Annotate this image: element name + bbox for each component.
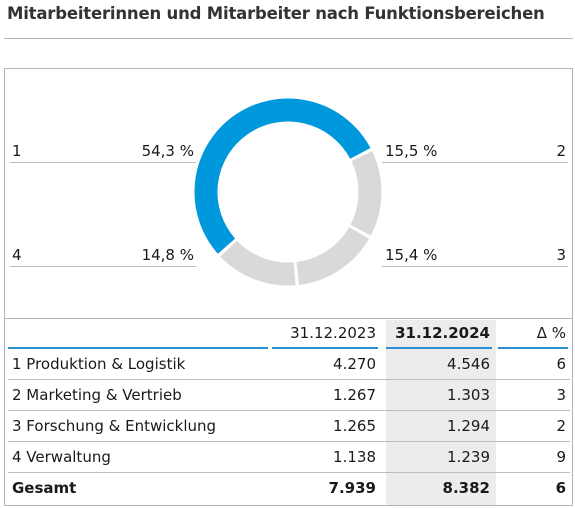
row-divider	[8, 410, 570, 411]
total-value-2023: 7.939	[328, 479, 376, 497]
header-2024: 31.12.2024	[395, 324, 490, 342]
row-value-2023: 1.267	[333, 386, 376, 404]
row-label: 1 Produktion & Logistik	[12, 355, 186, 373]
row-delta: 9	[556, 448, 566, 466]
row-value-2023: 1.265	[333, 417, 376, 435]
donut-chart	[194, 98, 382, 286]
donut-slice-4	[220, 240, 296, 286]
row-delta: 6	[556, 355, 566, 373]
slice-1-id: 1	[12, 142, 22, 160]
frame-bottom-line	[4, 505, 573, 506]
row-divider	[8, 379, 570, 380]
donut-slice-3	[296, 226, 370, 285]
slice-2-leader	[382, 162, 568, 163]
header-underline-2023	[272, 347, 378, 349]
frame-right-line	[572, 68, 573, 506]
row-value-2024: 4.546	[447, 355, 490, 373]
column-2024-shade	[386, 320, 496, 505]
slice-4-percent: 14,8 %	[141, 246, 194, 264]
frame-separator-line	[4, 318, 573, 319]
row-divider	[8, 441, 570, 442]
row-value-2023: 1.138	[333, 448, 376, 466]
donut-slice-2	[350, 151, 382, 236]
slice-3-percent: 15,4 %	[385, 246, 438, 264]
header-underline-delta	[498, 347, 568, 349]
row-label: 2 Marketing & Vertrieb	[12, 386, 182, 404]
row-delta: 3	[556, 386, 566, 404]
slice-2-id: 2	[556, 142, 566, 160]
total-value-2024: 8.382	[442, 479, 490, 497]
frame-top-line-inner	[4, 68, 573, 69]
row-divider	[8, 472, 570, 473]
total-label: Gesamt	[12, 479, 77, 497]
slice-4-id: 4	[12, 246, 22, 264]
slice-1-leader	[10, 162, 196, 163]
header-delta: Δ %	[536, 324, 566, 342]
slice-1-percent: 54,3 %	[141, 142, 194, 160]
slice-2-percent: 15,5 %	[385, 142, 438, 160]
chart-title: Mitarbeiterinnen und Mitarbeiter nach Fu…	[7, 4, 545, 23]
header-underline-2024	[386, 347, 492, 349]
frame-top-line	[4, 38, 573, 39]
row-value-2024: 1.303	[447, 386, 490, 404]
header-underline-label	[8, 347, 268, 349]
row-label: 4 Verwaltung	[12, 448, 111, 466]
donut-slice-1	[194, 98, 371, 254]
frame-left-line	[4, 68, 5, 506]
slice-3-id: 3	[556, 246, 566, 264]
row-value-2024: 1.294	[447, 417, 490, 435]
total-delta: 6	[555, 479, 566, 497]
header-2023: 31.12.2023	[290, 324, 376, 342]
row-label: 3 Forschung & Entwicklung	[12, 417, 217, 435]
row-value-2024: 1.239	[447, 448, 490, 466]
row-value-2023: 4.270	[333, 355, 376, 373]
row-delta: 2	[556, 417, 566, 435]
slice-3-leader	[382, 266, 568, 267]
slice-4-leader	[10, 266, 196, 267]
